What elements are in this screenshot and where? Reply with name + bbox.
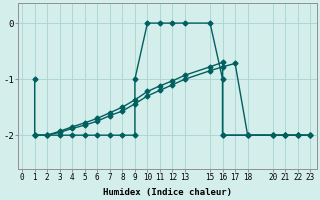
X-axis label: Humidex (Indice chaleur): Humidex (Indice chaleur) [103, 188, 232, 197]
